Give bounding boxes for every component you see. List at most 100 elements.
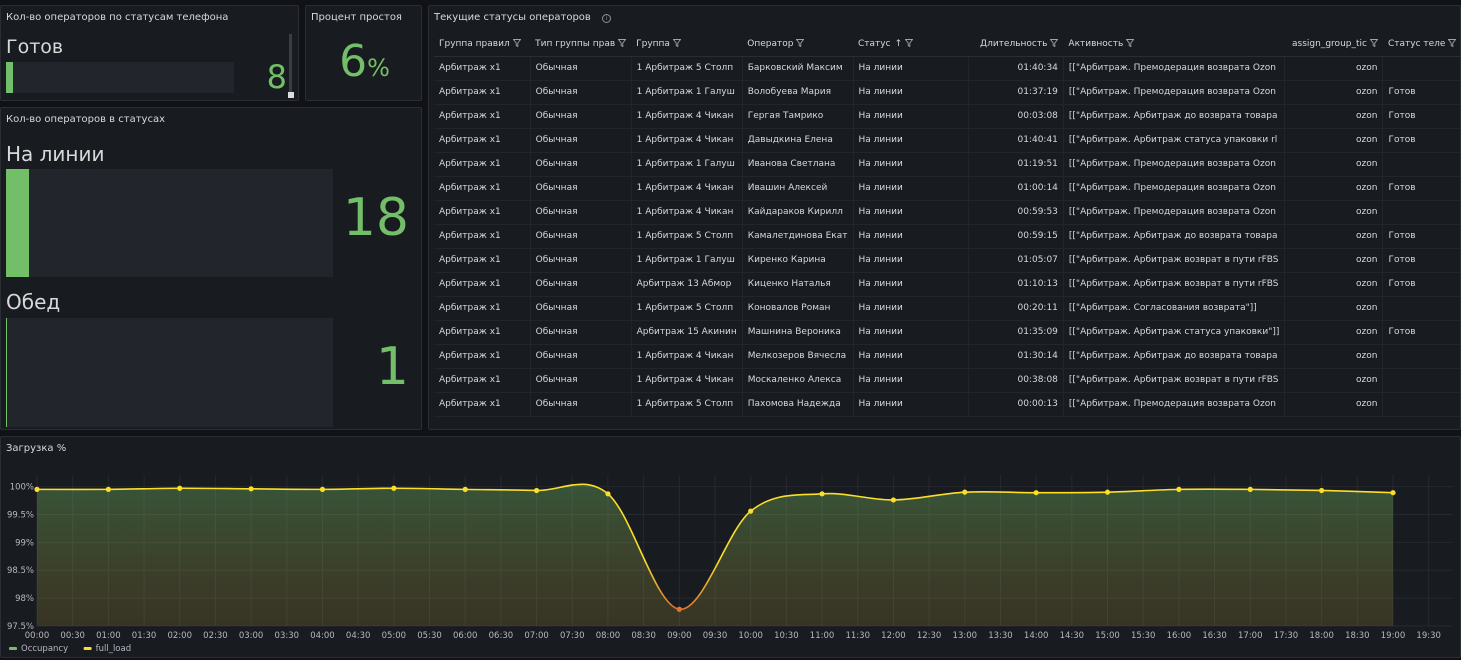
phone-status-bar-fill <box>6 62 13 93</box>
legend-swatch <box>9 647 17 650</box>
column-header[interactable]: assign_group_tic <box>1284 32 1383 57</box>
table-body: Арбитраж x1 Обычная 1 Арбитраж 5 Столп Барк… <box>434 56 1460 417</box>
status-bar-lunch <box>6 318 333 427</box>
table-cell: ozon <box>1284 248 1384 273</box>
table-row[interactable]: Арбитраж x1 Обычная 1 Арбитраж 5 Столп Кама… <box>434 224 1460 249</box>
data-point <box>1176 486 1182 492</box>
series-area <box>37 484 1393 626</box>
table-cell: ozon <box>1284 392 1384 417</box>
table-cell: Арбитраж x1 <box>434 368 531 393</box>
table-cell: Коновалов Роман <box>742 296 854 321</box>
column-header[interactable]: Статус ↑ <box>853 32 969 57</box>
column-header[interactable]: Группа <box>631 32 743 57</box>
table-cell: ozon <box>1284 272 1384 297</box>
filter-icon[interactable] <box>1445 38 1457 49</box>
column-header-label: assign_group_tic <box>1292 38 1367 49</box>
column-header[interactable]: Длительность <box>968 32 1064 57</box>
filter-icon[interactable] <box>1123 38 1135 49</box>
table-row[interactable]: Арбитраж x1 Обычная 1 Арбитраж 1 Галуш Кире… <box>434 248 1460 273</box>
table-cell: 00:03:08 <box>968 104 1064 129</box>
load-chart[interactable]: 97.5% 98% 98.5% 99% 99.5% 100% 00:00 00:30 01:00… <box>1 437 1461 658</box>
column-header[interactable]: Тип группы прав <box>530 32 632 57</box>
resize-handle[interactable] <box>288 92 294 98</box>
filter-icon[interactable] <box>670 38 681 49</box>
column-header[interactable]: Оператор <box>742 32 853 57</box>
table-cell: Обычная <box>530 344 632 369</box>
data-point <box>748 508 754 514</box>
filter-icon[interactable] <box>510 38 521 49</box>
table-cell <box>1382 152 1460 177</box>
table-header-row: Группа правил Тип группы прав Группа Операт… <box>434 32 1460 57</box>
data-point <box>676 606 682 612</box>
filter-icon[interactable] <box>793 38 805 49</box>
x-tick-label: 19:30 <box>1416 631 1441 641</box>
panel-title[interactable]: Кол-во операторов в статусах <box>6 114 165 125</box>
table-cell: 1 Арбитраж 5 Столп <box>631 56 743 81</box>
info-icon[interactable]: i <box>602 14 612 23</box>
status-label-online: На линии <box>6 142 105 166</box>
filter-icon[interactable] <box>1367 38 1378 49</box>
table-cell: Арбитраж x1 <box>434 248 531 273</box>
x-tick-label: 11:30 <box>845 631 870 641</box>
data-point <box>319 486 326 492</box>
table-scroll[interactable]: Группа правил Тип группы прав Группа Операт… <box>434 32 1460 422</box>
x-tick-label: 16:00 <box>1167 631 1192 641</box>
legend-item-label[interactable]: full_load <box>96 644 132 654</box>
table-row[interactable]: Арбитраж x1 Обычная 1 Арбитраж 1 Галуш Воло… <box>434 80 1460 105</box>
table-cell: Барковский Максим <box>742 56 854 81</box>
column-header[interactable]: Группа правил <box>434 32 531 57</box>
panel-title[interactable]: Кол-во операторов по статусам телефона <box>6 12 229 23</box>
table-cell: ozon <box>1284 224 1384 249</box>
table-row[interactable]: Арбитраж x1 Обычная 1 Арбитраж 4 Чикан Мелк… <box>434 344 1460 369</box>
status-bar-lunch-fill <box>6 318 7 427</box>
table-row[interactable]: Арбитраж x1 Обычная 1 Арбитраж 1 Галуш Иван… <box>434 152 1460 177</box>
panel-title[interactable]: Загрузка % <box>6 443 67 454</box>
x-tick-label: 10:30 <box>774 631 799 641</box>
x-tick-label: 04:00 <box>310 631 335 641</box>
x-tick-label: 19:00 <box>1381 631 1406 641</box>
filter-icon[interactable] <box>1047 38 1059 49</box>
filter-icon[interactable] <box>615 38 627 49</box>
table-cell: ozon <box>1284 80 1384 105</box>
panel-title[interactable]: Процент простоя <box>311 12 402 23</box>
table-row[interactable]: Арбитраж x1 Обычная 1 Арбитраж 4 Чикан Герг… <box>434 104 1460 129</box>
x-tick-label: 04:30 <box>346 631 371 641</box>
table-row[interactable]: Арбитраж x1 Обычная 1 Арбитраж 4 Чикан Иваш… <box>434 176 1460 201</box>
table-row[interactable]: Арбитраж x1 Обычная Арбитраж 15 Акинин Машн… <box>434 320 1460 345</box>
table-cell: На линии <box>853 176 970 201</box>
table-row[interactable]: Арбитраж x1 Обычная 1 Арбитраж 4 Чикан Моск… <box>434 368 1460 393</box>
x-tick-label: 03:00 <box>239 631 264 641</box>
table-row[interactable]: Арбитраж x1 Обычная Арбитраж 13 Абмор Кицен… <box>434 272 1460 297</box>
table-row[interactable]: Арбитраж x1 Обычная 1 Арбитраж 4 Чикан Давы… <box>434 128 1460 153</box>
x-tick-label: 14:00 <box>1024 631 1049 641</box>
x-tick-label: 01:30 <box>132 631 157 641</box>
legend-item-label[interactable]: Occupancy <box>21 644 68 654</box>
table-cell: 01:30:14 <box>968 344 1064 369</box>
table-cell: На линии <box>853 56 970 81</box>
scrollbar[interactable] <box>289 34 292 96</box>
x-tick-label: 12:30 <box>917 631 942 641</box>
data-point <box>1319 487 1325 494</box>
table-row[interactable]: Арбитраж x1 Обычная 1 Арбитраж 5 Столп Пахо… <box>434 392 1460 417</box>
table-cell: Обычная <box>530 248 632 273</box>
table-row[interactable]: Арбитраж x1 Обычная 1 Арбитраж 5 Столп Барк… <box>434 56 1460 81</box>
filter-icon[interactable] <box>902 38 914 49</box>
y-tick-label: 100% <box>10 483 34 493</box>
column-header[interactable]: Статус теле <box>1382 32 1460 57</box>
table-cell: 01:37:19 <box>968 80 1064 105</box>
table-cell: На линии <box>853 368 970 393</box>
sort-asc-icon[interactable]: ↑ <box>894 38 903 49</box>
y-tick-label: 99.5% <box>7 510 34 520</box>
table-cell: Обычная <box>530 200 632 225</box>
table-cell: [["Арбитраж. Премодерация возврата Ozon <box>1063 392 1286 417</box>
table-cell: Арбитраж x1 <box>434 392 531 417</box>
table-row[interactable]: Арбитраж x1 Обычная 1 Арбитраж 5 Столп Коно… <box>434 296 1460 321</box>
table-row[interactable]: Арбитраж x1 Обычная 1 Арбитраж 4 Чикан Кайд… <box>434 200 1460 225</box>
table-cell: На линии <box>853 392 970 417</box>
status-bar-online-fill <box>6 169 29 277</box>
idle-percent-panel: Процент простоя 6% <box>305 5 422 101</box>
table-title: Текущие статусы операторов <box>434 12 591 23</box>
x-tick-label: 09:00 <box>667 631 692 641</box>
panel-title[interactable]: Текущие статусы операторов i <box>434 12 612 23</box>
column-header[interactable]: Активность <box>1063 32 1285 57</box>
